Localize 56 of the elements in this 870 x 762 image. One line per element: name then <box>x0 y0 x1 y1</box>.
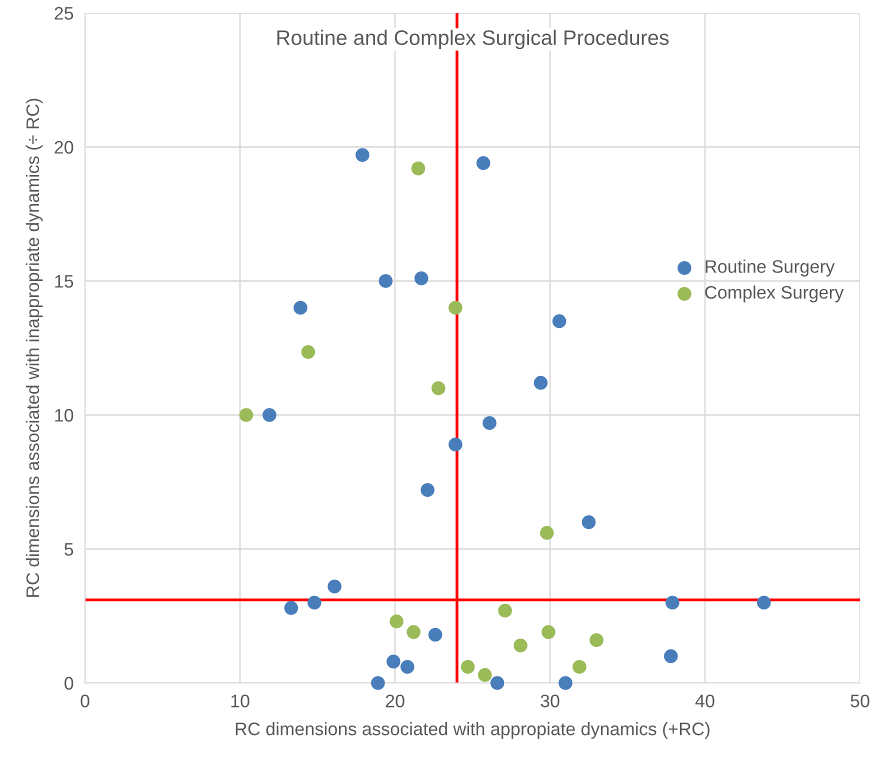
point <box>666 596 680 610</box>
x-tick-label: 40 <box>695 694 714 708</box>
y-tick-label: 5 <box>64 543 74 556</box>
x-tick-label: 20 <box>386 694 404 708</box>
y-tick-label: 15 <box>55 275 74 288</box>
legend-label: Routine Surgery <box>706 260 835 276</box>
text: Routine and Complex Surgical Procedures <box>277 30 669 50</box>
point <box>284 601 298 615</box>
point <box>448 438 462 452</box>
point <box>542 625 556 639</box>
point <box>590 633 604 648</box>
x-tick-label: 0 <box>80 694 90 708</box>
point <box>431 381 446 396</box>
point <box>540 526 554 540</box>
point <box>460 660 475 674</box>
point <box>756 596 771 610</box>
point <box>514 638 528 652</box>
y-tick-label: 20 <box>54 140 74 154</box>
point <box>448 300 462 315</box>
legend-label: Complex Surgery <box>705 286 844 302</box>
point <box>239 408 254 422</box>
point <box>534 376 548 390</box>
point <box>572 660 586 674</box>
point <box>378 274 393 288</box>
point <box>420 483 434 497</box>
x-tick-label: 30 <box>540 694 560 708</box>
y-tick-label: 25 <box>54 6 74 20</box>
point <box>262 408 276 422</box>
point <box>301 345 316 359</box>
x-tick-label: 10 <box>231 694 250 708</box>
y-tick-label: 0 <box>64 676 74 690</box>
point <box>490 676 504 690</box>
y-tick-label: 10 <box>55 408 74 422</box>
x-axis-title: RC dimensions associated with appropiate dynamics (+RC) <box>236 722 710 739</box>
point <box>371 676 385 690</box>
point <box>664 649 678 664</box>
point <box>328 580 342 594</box>
point <box>482 416 496 430</box>
point <box>498 604 512 618</box>
y-axis-title: RC dimensions associated with inappropriate dynamics (÷ RC) <box>26 98 43 597</box>
point <box>414 271 428 286</box>
x-tick-label: 50 <box>850 694 870 708</box>
point <box>552 314 566 328</box>
point <box>558 676 572 690</box>
point <box>478 668 492 682</box>
point <box>411 162 426 176</box>
point <box>400 660 414 674</box>
point <box>390 614 404 628</box>
point <box>386 654 400 668</box>
point <box>307 596 322 610</box>
point <box>476 156 490 170</box>
point <box>356 148 370 162</box>
point <box>294 300 308 315</box>
point <box>428 628 442 642</box>
point <box>582 515 596 530</box>
point <box>406 625 421 639</box>
